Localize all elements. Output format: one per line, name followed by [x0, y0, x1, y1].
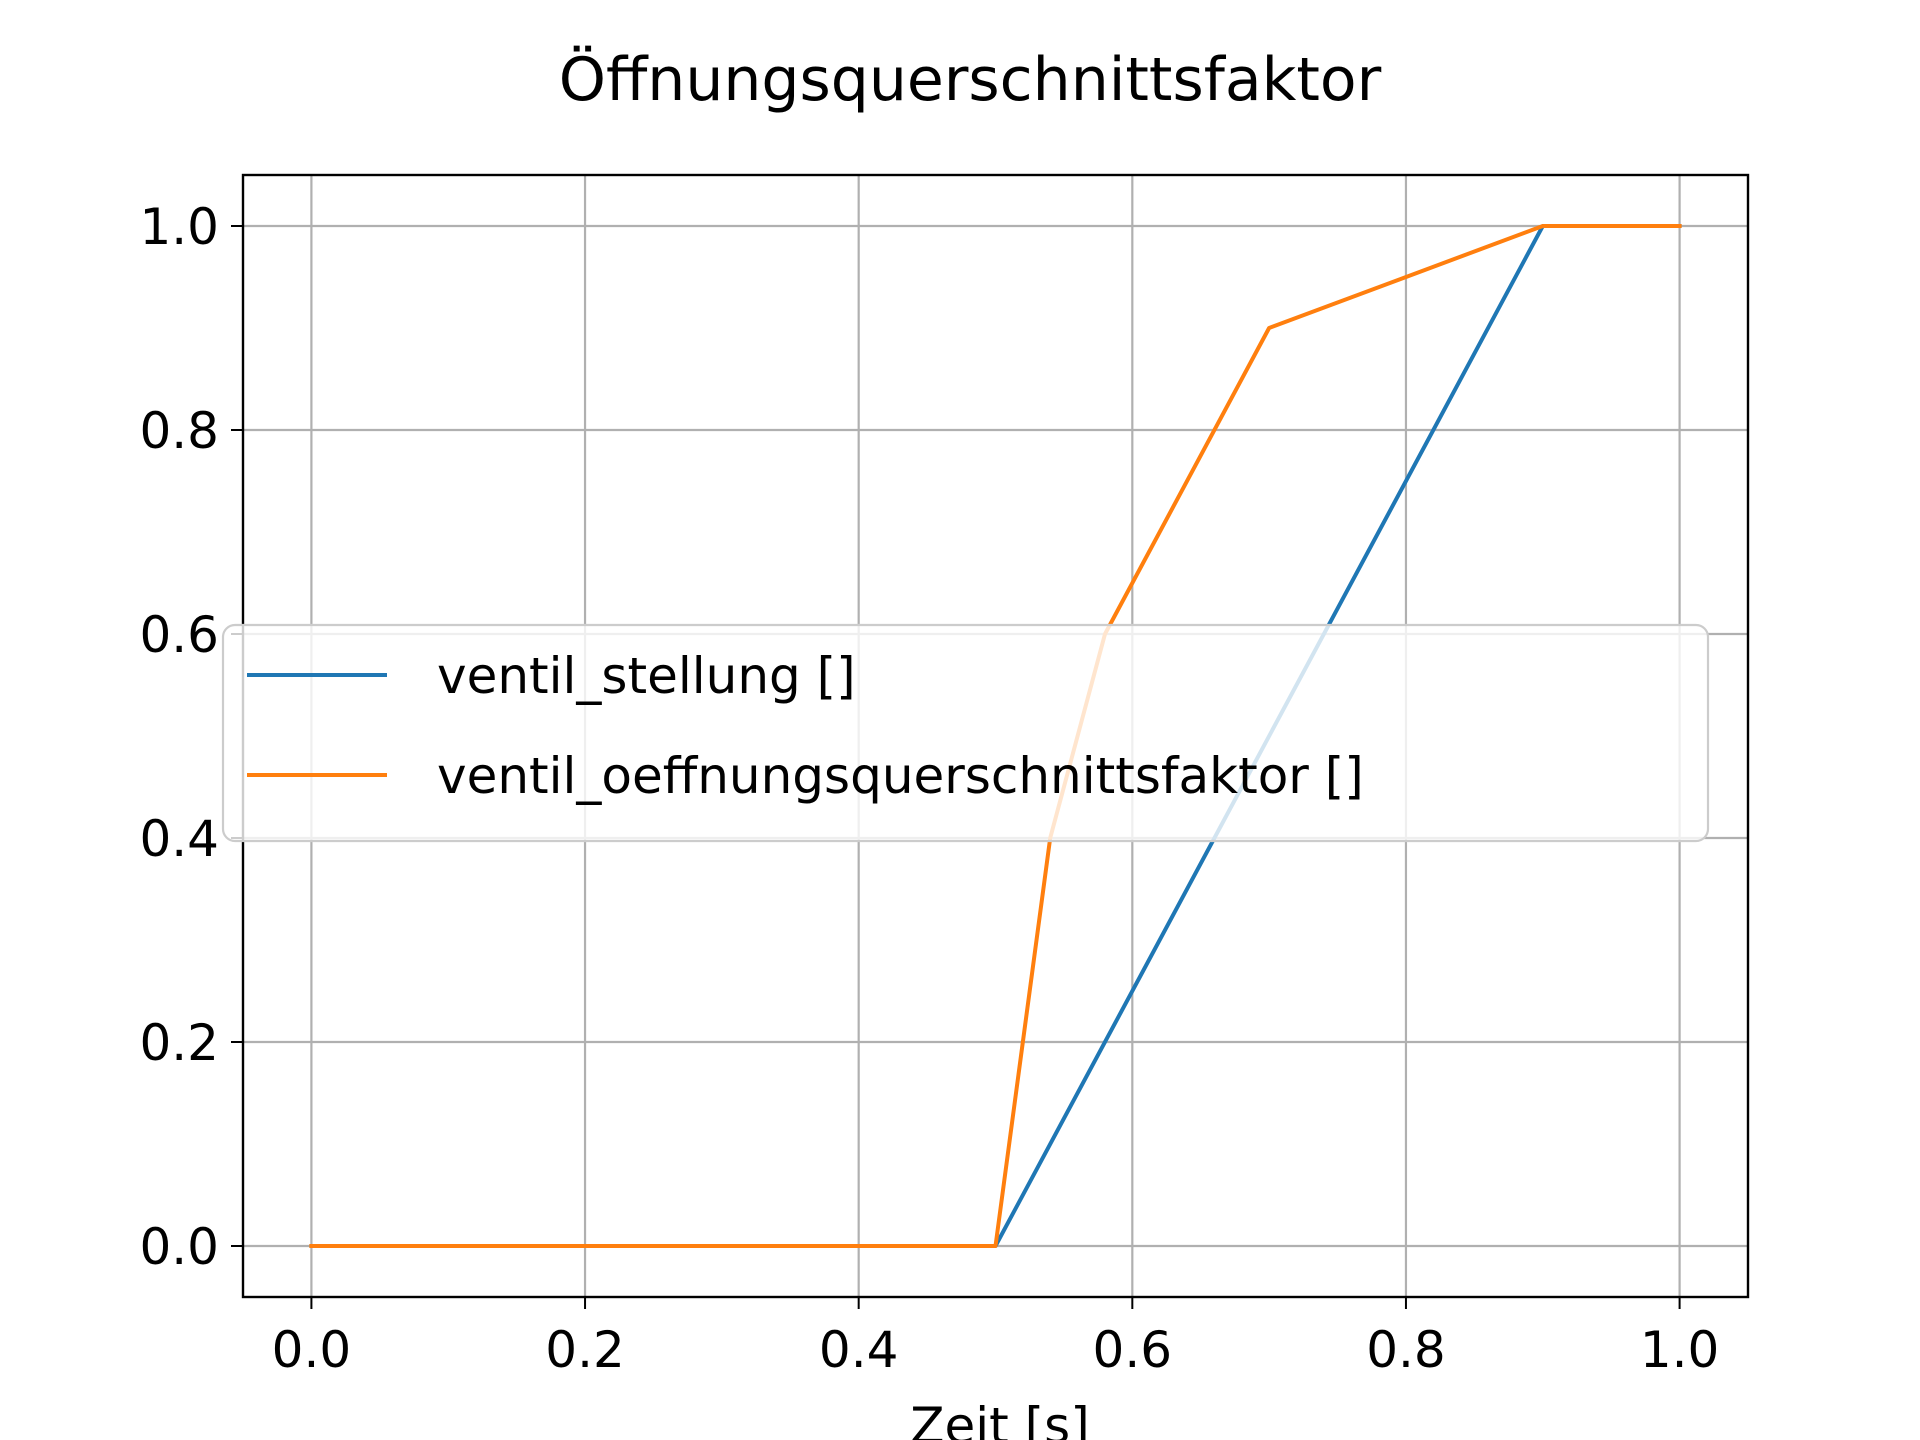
y-tick-label: 0.6 [139, 606, 219, 664]
y-tick-label: 0.4 [139, 810, 219, 868]
x-tick-label: 0.0 [272, 1321, 352, 1379]
legend-label-1: ventil_stellung [] [437, 647, 856, 705]
x-tick-label: 0.8 [1366, 1321, 1446, 1379]
y-tick-label: 1.0 [139, 198, 219, 256]
x-tick-label: 0.6 [1093, 1321, 1173, 1379]
x-tick-label: 0.2 [545, 1321, 625, 1379]
chart-title: Öffnungsquerschnittsfaktor [559, 44, 1382, 115]
x-tick-label: 1.0 [1640, 1321, 1720, 1379]
x-axis: 0.0 0.2 0.4 0.6 0.8 1.0 [272, 1297, 1720, 1379]
legend: ventil_stellung [] ventil_oeffnungsquersc… [221, 623, 1710, 843]
x-tick-label: 0.4 [819, 1321, 899, 1379]
legend-label-2: ventil_oeffnungsquerschnittsfaktor [] [437, 747, 1364, 805]
y-tick-label: 0.8 [139, 402, 219, 460]
legend-box [221, 623, 1710, 843]
y-tick-label: 0.2 [139, 1014, 219, 1072]
x-axis-label: Zeit [s] [910, 1397, 1089, 1440]
y-tick-label: 0.0 [139, 1218, 219, 1276]
y-axis: 0.0 0.2 0.4 0.6 0.8 1.0 [139, 198, 243, 1276]
